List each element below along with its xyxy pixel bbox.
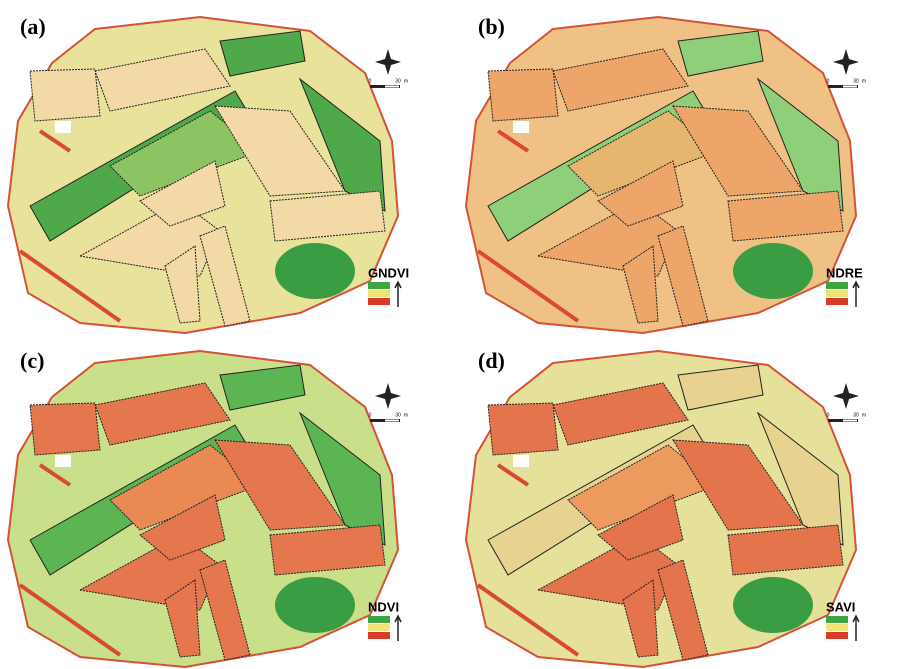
building	[513, 121, 529, 133]
legend-swatch	[368, 624, 390, 631]
field-plot	[488, 403, 558, 455]
legend-swatch	[368, 616, 390, 623]
vegetation-patch	[275, 243, 355, 299]
building	[55, 121, 71, 133]
panel-label: (c)	[20, 348, 44, 373]
panel-label: (a)	[20, 14, 46, 39]
field-plot	[488, 69, 558, 121]
scale-bar-half	[385, 420, 399, 422]
vegetation-patch	[275, 577, 355, 633]
map-figure: (a)030mGNDVI(b)030mNDRE(c)030mNDVI(d)030…	[0, 0, 917, 669]
scale-label: 0	[369, 78, 372, 84]
vegetation-patch	[733, 243, 813, 299]
scale-label: m	[862, 412, 866, 418]
legend-swatch	[826, 298, 848, 305]
scale-label: 0	[827, 78, 830, 84]
scale-bar-half	[843, 420, 857, 422]
scale-label: m	[862, 78, 866, 84]
scale-label: 30	[853, 412, 859, 418]
building	[55, 455, 71, 467]
field-plot	[30, 69, 100, 121]
vegetation-patch	[733, 577, 813, 633]
legend-swatch	[368, 282, 390, 289]
figure: (a)030mGNDVI(b)030mNDRE(c)030mNDVI(d)030…	[0, 0, 917, 669]
legend-swatch	[826, 632, 848, 639]
legend-arrow	[395, 282, 401, 307]
scale-label: 30	[853, 78, 859, 84]
field-plot	[30, 403, 100, 455]
legend-arrow	[395, 616, 401, 641]
scale-label: 30	[395, 412, 401, 418]
scale-bar-half	[385, 86, 399, 88]
legend-arrow	[853, 616, 859, 641]
legend-swatch	[368, 632, 390, 639]
index-label: GNDVI	[368, 265, 409, 280]
scale-bar-half	[843, 86, 857, 88]
scale-label: 0	[369, 412, 372, 418]
legend-swatch	[368, 290, 390, 297]
index-label: NDVI	[368, 599, 399, 614]
legend-swatch	[826, 616, 848, 623]
scale-label: 0	[827, 412, 830, 418]
legend-swatch	[826, 290, 848, 297]
north-arrow	[375, 49, 401, 75]
panel-label: (d)	[478, 348, 505, 373]
north-arrow	[833, 49, 859, 75]
legend-swatch	[826, 282, 848, 289]
legend-arrow	[853, 282, 859, 307]
legend-swatch	[368, 298, 390, 305]
scale-label: m	[404, 78, 408, 84]
legend-swatch	[826, 624, 848, 631]
north-arrow	[833, 383, 859, 409]
index-label: SAVI	[826, 599, 855, 614]
north-arrow	[375, 383, 401, 409]
building	[513, 455, 529, 467]
scale-label: 30	[395, 78, 401, 84]
panel-label: (b)	[478, 14, 505, 39]
scale-label: m	[404, 412, 408, 418]
index-label: NDRE	[826, 265, 863, 280]
